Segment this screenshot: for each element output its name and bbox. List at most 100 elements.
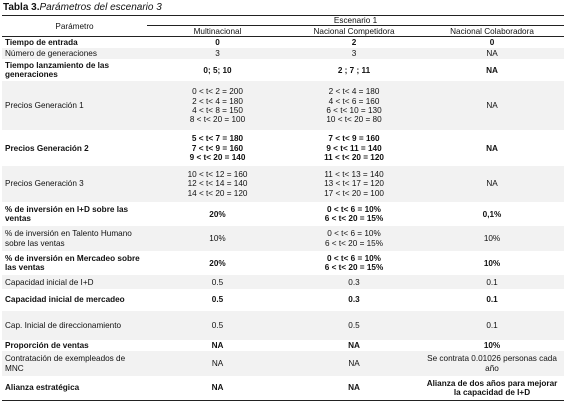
cell-line: 10% — [209, 234, 226, 244]
nacional-competidora-value: NA — [288, 375, 420, 401]
column-header-nacional-competidora: Nacional Competidora — [288, 25, 420, 38]
cell-line: Alianza de dos años para mejorar la capa… — [426, 378, 558, 397]
table-row: Proporción de ventas NA NA 10% — [2, 340, 564, 351]
cell-line: NA — [486, 143, 498, 153]
parameter-label: Precios Generación 1 — [2, 81, 147, 131]
cell-line: 0.1 — [486, 321, 498, 331]
cell-line: 6 < t< 20 = 15% — [324, 263, 384, 273]
cell-line: 5 < t< 7 = 180 — [191, 134, 244, 144]
cell-line: NA — [486, 48, 498, 58]
cell-line: 10% — [483, 258, 501, 268]
cell-line: 20% — [209, 209, 226, 219]
cell-line: 0.1 — [486, 277, 498, 287]
cell-line: 0.3 — [348, 277, 360, 287]
parameter-label: Precios Generación 3 — [2, 166, 147, 202]
parameters-table: Parámetro Escenario 1 Multinacional Naci… — [2, 14, 565, 401]
parameter-label: Tiempo lanzamiento de las generaciones — [5, 60, 110, 80]
nacional-colaboradora-value: NA — [420, 81, 565, 131]
nacional-colaboradora-value: 0,1% — [420, 202, 564, 227]
table-number: Tabla 3. — [3, 2, 40, 13]
cell-line: Se contrata 0.01026 personas cada año — [427, 354, 557, 373]
table-row: Número de generaciones 3 3 NA — [2, 47, 565, 60]
table-row: Tiempo de entrada 0 2 0 — [2, 37, 564, 48]
cell-line: 7 < t< 9 = 160 — [328, 134, 380, 144]
cell-line: 0.3 — [348, 295, 360, 305]
cell-line: NA — [211, 359, 224, 368]
multinacional-value: 0.5 — [147, 289, 288, 311]
parameter-label: Contratación de exempleados de MNC — [2, 351, 147, 376]
multinacional-value: NA — [147, 340, 288, 351]
cell-line: NA — [486, 101, 498, 111]
multinacional-value: 20% — [147, 202, 288, 227]
cell-line: 17 < t< 20 = 100 — [324, 188, 384, 198]
cell-line: 6 < t< 20 = 15% — [324, 214, 384, 224]
cell-line: 0 < t< 6 = 10% — [327, 253, 381, 263]
table-row: Cap. Inicial de direccionamiento 0.5 0.5 0.… — [2, 311, 565, 341]
cell-line: 11 < t< 13 = 140 — [324, 170, 384, 180]
table-title: Parámetros del escenario 3 — [39, 2, 162, 13]
cell-line: 12 < t< 14 = 140 — [187, 179, 248, 189]
nacional-colaboradora-value: NA — [420, 47, 565, 60]
nacional-competidora-value: 2 ; 7 ; 11 — [288, 59, 420, 81]
nacional-competidora-value: 0 < t< 6 = 10% 6 < t< 20 = 15% — [288, 251, 420, 276]
cell-line: 10 < t< 20 = 80 — [326, 115, 382, 125]
parameter-label: Capacidad inicial de I+D — [2, 275, 147, 289]
cell-line: 0.5 — [211, 277, 224, 287]
nacional-colaboradora-value: 10% — [420, 251, 564, 276]
cell-line: 10% — [483, 234, 501, 244]
table-row: Capacidad inicial de mercadeo 0.5 0.3 0.1 — [2, 289, 564, 311]
cell-line: 20% — [209, 258, 226, 268]
cell-line: 0.5 — [211, 321, 224, 331]
parameter-label: Tiempo de entrada — [5, 37, 78, 47]
multinacional-value: 5 < t< 7 = 180 7 < t< 9 = 160 9 < t< 20 = … — [147, 130, 288, 166]
table-row: Contratación de exempleados de MNC NA NA Se… — [2, 351, 565, 376]
nacional-colaboradora-value: 0 — [420, 37, 564, 48]
cell-line: 0.5 — [348, 321, 360, 331]
nacional-competidora-value: 3 — [288, 47, 420, 60]
nacional-colaboradora-value: 0.1 — [420, 289, 564, 311]
cell-line: 10 < t< 12 = 160 — [187, 170, 248, 180]
cell-line: 2 < t< 4 = 180 — [328, 87, 380, 97]
nacional-colaboradora-value: NA — [420, 166, 565, 202]
cell-line: 10% — [483, 341, 501, 351]
multinacional-value: 10 < t< 12 = 160 12 < t< 14 = 140 14 < t< … — [147, 166, 288, 202]
table-row: Alianza estratégica NA NA Alianza de dos añ… — [2, 375, 565, 401]
nacional-colaboradora-value: Alianza de dos años para mejorar la capa… — [420, 375, 565, 401]
cell-line: 0.1 — [486, 295, 498, 305]
nacional-competidora-value: 11 < t< 13 = 140 13 < t< 17 = 120 17 < t< … — [288, 166, 420, 202]
table-row: % de inversión en I+D sobre las ventas 20… — [2, 202, 564, 227]
cell-line: 13 < t< 17 = 120 — [324, 179, 384, 189]
nacional-colaboradora-value: Se contrata 0.01026 personas cada año — [420, 351, 565, 376]
nacional-competidora-value: 0.3 — [288, 289, 420, 311]
cell-line: 0 — [489, 37, 495, 47]
table-row: Precios Generación 3 10 < t< 12 = 160 12 <… — [2, 166, 565, 202]
cell-line: 3 — [351, 48, 357, 58]
cell-line: 4 < t< 6 = 160 — [328, 96, 380, 106]
cell-line: 0 < t< 6 = 10% — [327, 229, 381, 239]
nacional-competidora-value: NA — [288, 340, 420, 351]
cell-line: NA — [348, 383, 360, 393]
cell-line: 6 < t< 20 = 15% — [324, 238, 384, 248]
cell-line: 11 < t< 20 = 120 — [324, 152, 384, 162]
table-body: Tiempo de entrada 0 2 0 Número de generacion… — [2, 37, 565, 401]
cell-line: 0 < t< 6 = 10% — [327, 204, 381, 214]
parameter-label: % de inversión en I+D sobre las ventas — [5, 204, 129, 224]
table-row: Tiempo lanzamiento de las generaciones 0;… — [2, 59, 564, 81]
parameter-label: Capacidad inicial de mercadeo — [5, 295, 125, 305]
multinacional-value: 3 — [147, 47, 288, 60]
multinacional-value: NA — [147, 351, 288, 376]
nacional-colaboradora-value: 0.1 — [420, 311, 565, 341]
column-header-parameter: Parámetro — [2, 14, 147, 38]
table-row: % de inversión en Mercadeo sobre las ven… — [2, 251, 564, 276]
nacional-competidora-value: 7 < t< 9 = 160 9 < t< 11 = 140 11 < t< 20 … — [288, 130, 420, 166]
parameter-label: % de inversión en Talento Humano sobre l… — [2, 226, 147, 251]
nacional-competidora-value: 0 < t< 6 = 10% 6 < t< 20 = 15% — [288, 202, 420, 227]
parameter-label: Número de generaciones — [2, 47, 147, 60]
multinacional-value: 10% — [147, 226, 288, 251]
cell-line: 9 < t< 11 = 140 — [326, 143, 382, 153]
cell-line: 0,1% — [482, 209, 502, 219]
multinacional-value: 20% — [147, 251, 288, 276]
cell-line: NA — [211, 341, 224, 351]
nacional-colaboradora-value: 10% — [420, 226, 565, 251]
